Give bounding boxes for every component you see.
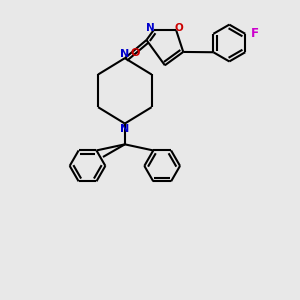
Text: N: N <box>146 23 155 33</box>
Text: O: O <box>131 48 140 58</box>
Text: N: N <box>120 124 130 134</box>
Text: F: F <box>250 27 259 40</box>
Text: N: N <box>120 49 130 59</box>
Text: O: O <box>175 23 184 33</box>
